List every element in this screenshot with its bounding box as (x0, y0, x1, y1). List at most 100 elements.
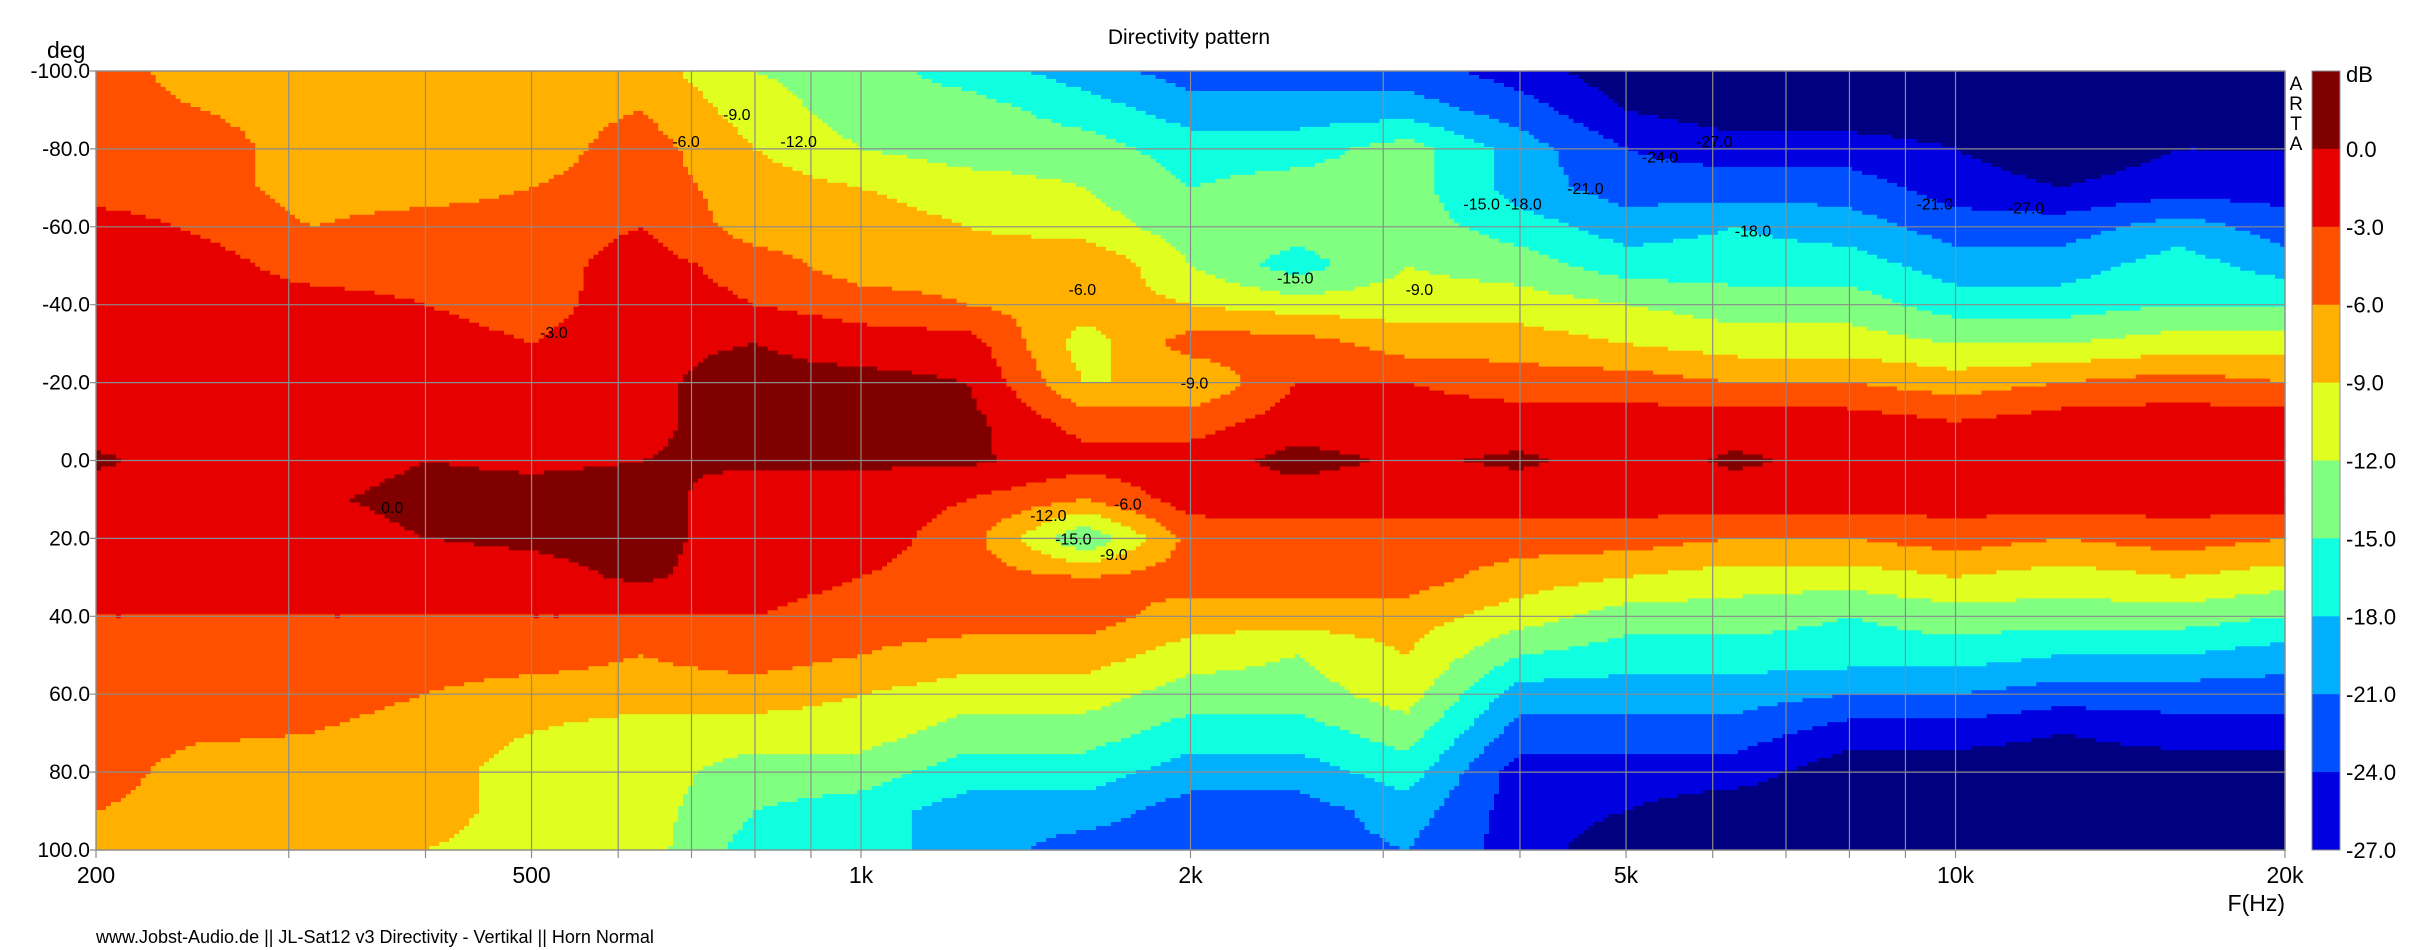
contour-band-cell (1484, 462, 1540, 468)
contour-band-cell (245, 130, 600, 136)
contour-band-cell (1105, 626, 1435, 631)
contour-band-cell (1076, 182, 1187, 188)
contour-band-cell (245, 134, 600, 140)
contour-band-cell (1115, 138, 1396, 144)
contour-band-cell (1887, 330, 2162, 336)
contour-band-cell (737, 754, 958, 759)
contour-band-cell (1558, 150, 1639, 156)
contour-band-cell (1105, 246, 1177, 252)
contour-band-cell (777, 606, 1147, 611)
contour-band-cell (1314, 718, 1440, 723)
contour-band-cell (777, 350, 993, 356)
contour-band-cell (1767, 778, 2286, 783)
contour-band-cell (1061, 394, 1221, 400)
contour-band-cell (180, 98, 709, 104)
contour-band-cell (1215, 670, 1321, 675)
contour-band-cell (797, 798, 943, 803)
contour-band-cell (280, 202, 450, 208)
contour-band-cell (668, 438, 993, 444)
contour-band-cell (1120, 506, 1177, 512)
contour-band-cell (1120, 818, 1361, 823)
contour-band-cell (1120, 698, 1371, 703)
contour-label: -21.0 (1567, 181, 1604, 198)
contour-band-cell (1051, 518, 1112, 524)
contour-band-cell (1613, 238, 1674, 244)
contour-band-cell (96, 706, 386, 711)
contour-band-cell (1717, 378, 2087, 384)
contour-band-cell (1066, 430, 1216, 436)
contour-band-cell (2021, 710, 2162, 715)
contour-band-cell (2250, 566, 2286, 571)
contour-band-cell (1076, 362, 1112, 368)
contour-band-cell (96, 378, 684, 384)
contour-band-cell (96, 282, 311, 288)
contour-band-cell (150, 766, 480, 771)
contour-band-cell (911, 830, 1077, 835)
contour-band-cell (697, 666, 794, 671)
contour-band-cell (1459, 734, 1500, 739)
contour-band-cell (688, 526, 923, 532)
contour-band-cell (260, 266, 585, 272)
contour-band-cell (1160, 762, 1331, 767)
contour-band-cell (1150, 286, 1261, 292)
contour-band-cell (1280, 658, 1306, 663)
contour-band-cell (285, 206, 411, 212)
contour-band-cell (96, 374, 684, 380)
contour-band-cell (941, 798, 1167, 803)
contour-band-cell (1737, 354, 2142, 360)
contour-band-cell (1215, 430, 2286, 436)
contour-band-cell (911, 822, 1112, 827)
contour-band-cell (1036, 410, 1266, 416)
contour-band-cell (2021, 658, 2286, 663)
contour-band-cell (96, 650, 873, 655)
colorbar-level-label: -6.0 (2346, 293, 2384, 318)
contour-band-cell (1220, 394, 1286, 400)
contour-band-cell (1165, 166, 1291, 172)
contour-band-cell (96, 242, 221, 248)
contour-band-cell (1021, 326, 1077, 332)
contour-band-cell (588, 666, 699, 671)
contour-band-cell (96, 574, 605, 579)
contour-band-cell (1727, 226, 1744, 232)
contour-band-cell (96, 182, 256, 188)
contour-band-cell (568, 166, 689, 172)
contour-band-cell (603, 246, 669, 252)
contour-band-cell (96, 158, 256, 164)
contour-band-cell (1658, 514, 1928, 520)
contour-band-cell (240, 738, 515, 743)
contour-band-cell (1309, 662, 1450, 667)
contour-band-cell (2036, 178, 2087, 184)
contour-band-cell (1543, 678, 2202, 683)
contour-band-cell (1180, 538, 1719, 543)
contour-band-cell (722, 470, 1281, 476)
contour-band-cell (96, 642, 903, 647)
contour-band-cell (1071, 354, 1112, 360)
contour-band-cell (165, 86, 699, 92)
contour-band-cell (598, 134, 669, 140)
contour-band-cell (96, 742, 197, 747)
contour-band-cell (96, 382, 679, 388)
contour-band-cell (976, 406, 1032, 412)
contour-band-cell (1041, 374, 1082, 380)
contour-band-cell (767, 246, 1107, 252)
contour-band-cell (936, 762, 1162, 767)
contour-band-cell (1882, 358, 2092, 364)
contour-band-cell (1290, 166, 1435, 172)
contour-band-cell (96, 326, 490, 332)
contour-band-cell (1926, 514, 1988, 520)
contour-band-cell (1130, 570, 1470, 575)
contour-band-cell (2051, 182, 2072, 188)
contour-band-cell (986, 530, 1027, 535)
contour-band-cell (1658, 402, 2147, 408)
contour-band-cell (1140, 274, 1216, 280)
contour-band-cell (96, 630, 1097, 635)
contour-band-cell (1160, 722, 1326, 727)
contour-band-cell (1150, 602, 1500, 607)
contour-band-cell (1255, 170, 1435, 176)
contour-band-cell (837, 130, 1097, 136)
contour-band-cell (1971, 690, 2286, 695)
contour-band-cell (100, 466, 411, 472)
contour-band-cell (96, 502, 361, 508)
contour-band-cell (96, 566, 590, 571)
contour-band-cell (96, 690, 430, 695)
